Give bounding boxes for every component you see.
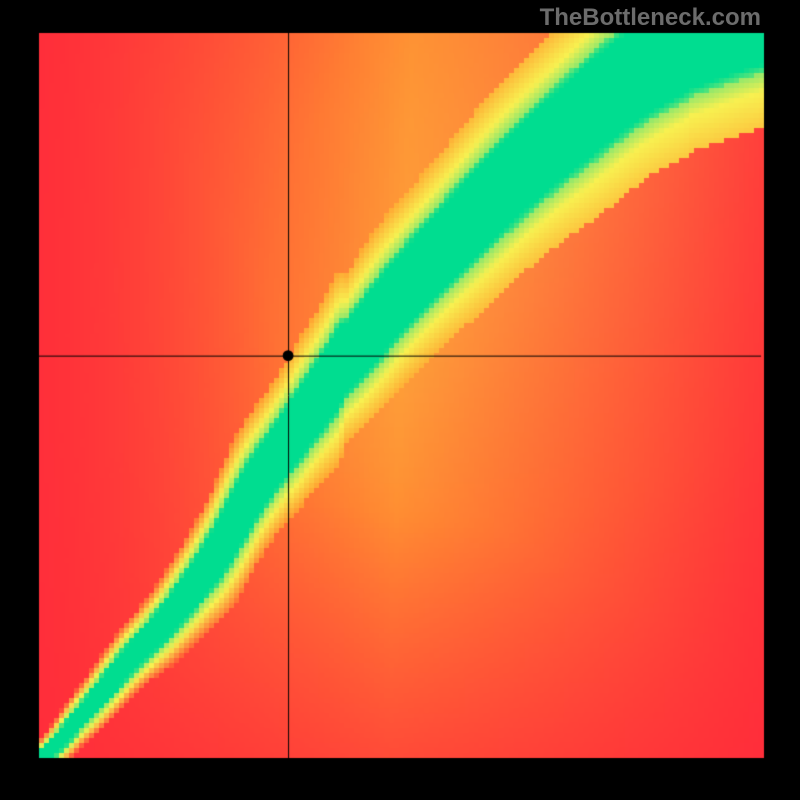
bottleneck-plot bbox=[0, 0, 800, 800]
watermark: TheBottleneck.com bbox=[540, 4, 761, 32]
